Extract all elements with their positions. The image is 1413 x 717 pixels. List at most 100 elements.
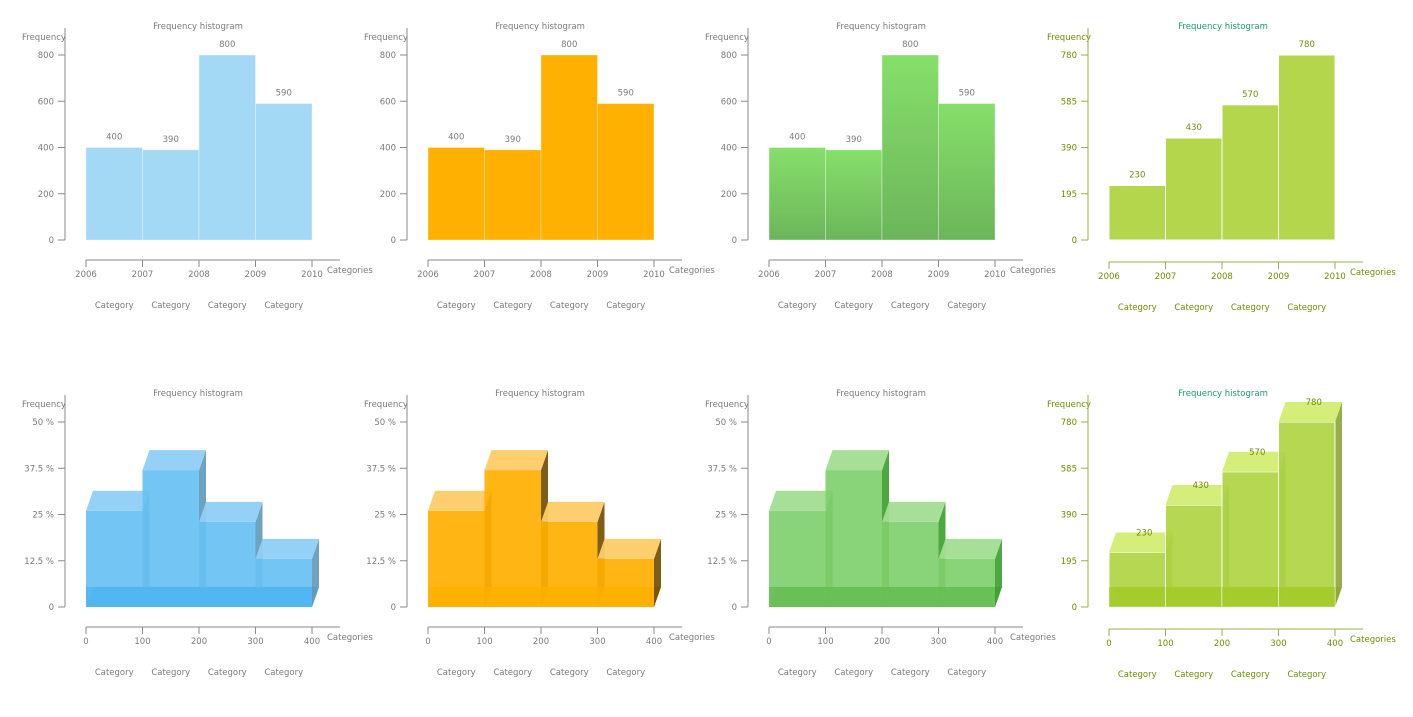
x-tick-label: 2009 — [587, 270, 609, 280]
bar-data-label: 230 — [1129, 170, 1145, 180]
y-axis-label: Frequency — [705, 400, 749, 410]
chart-title: Frequency histogram — [495, 22, 585, 32]
bar-side-face — [995, 538, 1002, 607]
y-axis-label: Frequency — [1047, 33, 1091, 43]
bar-top-face — [1165, 485, 1229, 506]
y-tick-label: 780 — [1061, 418, 1077, 428]
y-tick-label: 12.5 % — [366, 557, 396, 567]
bar-side-face — [1335, 402, 1342, 607]
chart-title: Frequency histogram — [153, 389, 243, 399]
bar-base-shade — [1222, 587, 1279, 607]
bar-front-face — [825, 470, 882, 607]
y-tick-label: 600 — [721, 97, 737, 107]
y-tick-label: 25 % — [32, 511, 54, 521]
bar-front-face — [1278, 421, 1336, 608]
chart-svg: Frequency histogram Frequency 0 195 390 585 78… — [1047, 389, 1396, 680]
x-tick-label: 400 — [987, 637, 1003, 647]
y-tick-label: 390 — [1061, 144, 1077, 154]
y-tick-label: 400 — [38, 144, 54, 154]
bar-side-face — [312, 538, 319, 607]
y-tick-label: 0 — [49, 603, 54, 613]
y-tick-label: 200 — [721, 190, 737, 200]
x-axis-label: Categories — [1350, 635, 1396, 645]
x-tick-label: 2008 — [871, 270, 893, 280]
chart-title: Frequency histogram — [836, 389, 926, 399]
bar-base-shade — [1278, 587, 1335, 607]
x-tick-label: 400 — [646, 637, 662, 647]
bar-data-label: 780 — [1299, 40, 1315, 50]
bar-data-label: 570 — [1242, 90, 1258, 100]
bar-base-shade — [255, 587, 312, 607]
bar-data-label: 430 — [1186, 123, 1202, 133]
histogram-chart: Frequency histogram Frequency 0 200 400 600 80… — [683, 0, 1056, 350]
x-axis-label: Categories — [1010, 633, 1056, 643]
bar-data-label: 400 — [789, 133, 805, 143]
x-tick-label: 2008 — [530, 270, 552, 280]
category-label: Category — [1174, 670, 1213, 680]
bar-top-face — [1109, 532, 1173, 553]
chart-svg: Frequency histogram Frequency 0 195 390 585 78… — [1047, 22, 1396, 313]
y-tick-label: 0 — [391, 236, 396, 246]
bar-front-face — [1221, 471, 1279, 608]
category-label: Category — [1287, 670, 1326, 680]
bar-data-label: 430 — [1193, 481, 1209, 491]
x-tick-label: 300 — [589, 637, 605, 647]
x-tick-label: 0 — [766, 637, 771, 647]
bar — [881, 54, 939, 241]
category-label: Category — [437, 668, 476, 678]
bar-top-face — [86, 490, 150, 511]
bar — [198, 54, 256, 241]
bar-data-label: 590 — [959, 89, 975, 99]
x-tick-label: 200 — [191, 637, 207, 647]
bar-front-face — [484, 470, 541, 607]
histogram-chart: Frequency histogram Frequency 0 195 390 585 78… — [1025, 367, 1396, 717]
category-label: Category — [264, 301, 303, 311]
y-tick-label: 600 — [380, 97, 396, 107]
bar-top-face — [142, 450, 206, 471]
category-label: Category — [151, 668, 190, 678]
x-axis-label: Categories — [327, 266, 373, 276]
bar-base-shade — [825, 587, 882, 607]
x-tick-label: 0 — [1106, 639, 1111, 649]
category-label: Category — [891, 668, 930, 678]
bar — [1108, 184, 1166, 241]
bar-top-face — [428, 490, 492, 511]
chart-svg: Frequency histogram Frequency 0 200 400 600 80… — [705, 22, 1056, 311]
category-label: Category — [437, 301, 476, 311]
y-tick-label: 0 — [732, 236, 737, 246]
bar — [825, 149, 883, 241]
category-label: Category — [778, 301, 817, 311]
bar — [1278, 54, 1336, 241]
bar-data-label: 230 — [1136, 528, 1152, 538]
x-tick-label: 2006 — [417, 270, 439, 280]
category-label: Category — [550, 668, 589, 678]
y-axis-label: Frequency — [705, 33, 749, 43]
x-tick-label: 2007 — [132, 270, 154, 280]
y-axis-label: Frequency — [364, 400, 408, 410]
chart-title: Frequency histogram — [1178, 22, 1268, 32]
y-tick-label: 400 — [380, 144, 396, 154]
x-tick-label: 100 — [817, 637, 833, 647]
y-axis-label: Frequency — [22, 400, 66, 410]
x-tick-label: 200 — [1214, 639, 1230, 649]
bar-data-label: 400 — [106, 133, 122, 143]
y-tick-label: 25 % — [715, 511, 737, 521]
category-label: Category — [891, 301, 930, 311]
bar-data-label: 800 — [902, 40, 918, 50]
category-label: Category — [1118, 670, 1157, 680]
bar-base-shade — [1165, 587, 1222, 607]
bar — [85, 147, 143, 241]
x-tick-label: 0 — [425, 637, 430, 647]
category-label: Category — [947, 301, 986, 311]
bar-top-face — [541, 501, 605, 522]
bar-top-face — [1278, 402, 1342, 422]
bar-base-shade — [769, 587, 826, 607]
bar-base-shade — [86, 587, 143, 607]
category-label: Category — [1231, 670, 1270, 680]
histogram-chart: Frequency histogram Frequency 0 200 400 600 80… — [0, 0, 373, 350]
bar-top-face — [484, 450, 548, 471]
bar-data-label: 400 — [448, 133, 464, 143]
bar-top-face — [199, 501, 263, 522]
x-tick-label: 2010 — [984, 270, 1006, 280]
y-tick-label: 0 — [1072, 603, 1077, 613]
